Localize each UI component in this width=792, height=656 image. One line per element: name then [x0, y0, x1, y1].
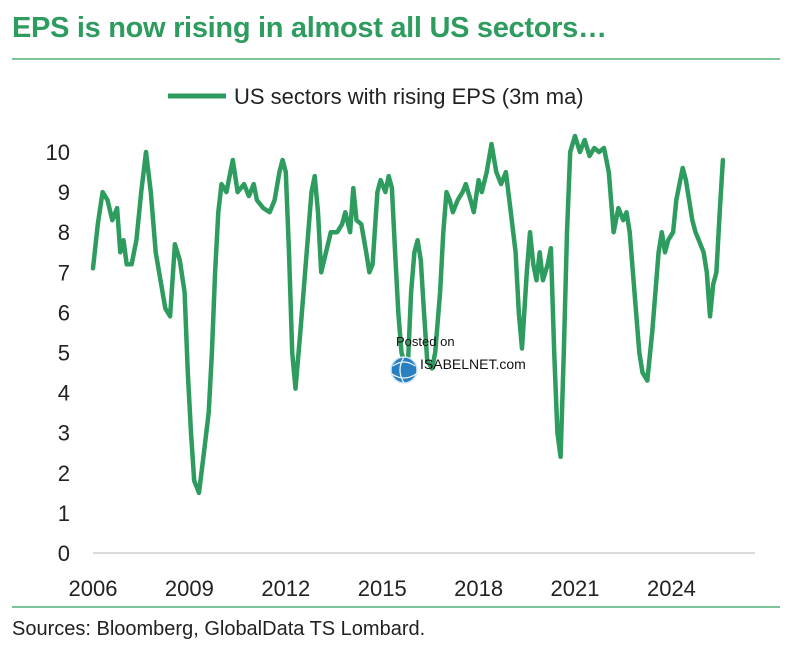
- top-divider: [12, 58, 780, 60]
- legend-label: US sectors with rising EPS (3m ma): [234, 84, 584, 109]
- bottom-divider: [12, 606, 780, 608]
- chart-title: EPS is now rising in almost all US secto…: [12, 12, 607, 44]
- x-tick-label: 2015: [358, 576, 407, 600]
- x-tick-label: 2021: [551, 576, 600, 600]
- x-tick-label: 2024: [647, 576, 696, 600]
- x-tick-label: 2006: [69, 576, 118, 600]
- y-tick-label: 0: [58, 541, 70, 566]
- chart-legend: US sectors with rising EPS (3m ma): [168, 84, 584, 109]
- y-tick-label: 4: [58, 381, 70, 406]
- y-tick-label: 9: [58, 180, 70, 205]
- watermark-line-1: Posted on: [396, 334, 455, 349]
- watermark-line-2: ISABELNET.com: [420, 356, 526, 372]
- globe-icon: [390, 356, 418, 384]
- line-chart: US sectors with rising EPS (3m ma) 0 1 2 3 4…: [46, 84, 755, 600]
- source-note: Sources: Bloomberg, GlobalData TS Lombar…: [12, 618, 426, 640]
- y-tick-label: 8: [58, 220, 70, 245]
- y-tick-label: 5: [58, 341, 70, 366]
- x-tick-label: 2012: [261, 576, 310, 600]
- x-tick-label: 2018: [454, 576, 503, 600]
- y-tick-label: 10: [46, 140, 70, 165]
- y-tick-label: 2: [58, 461, 70, 486]
- y-axis-ticks: 0 1 2 3 4 5 6 7 8 9 10: [46, 140, 70, 566]
- y-tick-label: 3: [58, 421, 70, 446]
- y-tick-label: 6: [58, 300, 70, 325]
- y-tick-label: 7: [58, 260, 70, 285]
- series-line-us-sectors-rising-eps: [90, 133, 726, 496]
- y-tick-label: 1: [58, 501, 70, 526]
- x-tick-label: 2009: [165, 576, 214, 600]
- x-axis-ticks: 2006 2009 2012 2015 2018 2021 2024: [69, 576, 696, 600]
- isabelnet-watermark: Posted on ISABELNET.com: [390, 334, 526, 384]
